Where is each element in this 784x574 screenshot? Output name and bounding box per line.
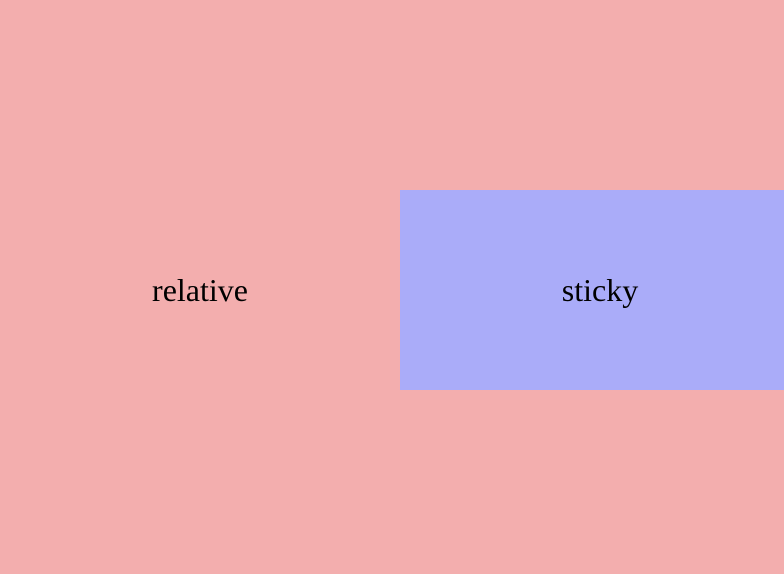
sticky-label: sticky <box>561 272 639 308</box>
relative-label: relative <box>152 272 248 308</box>
sticky-box: sticky <box>400 190 784 390</box>
